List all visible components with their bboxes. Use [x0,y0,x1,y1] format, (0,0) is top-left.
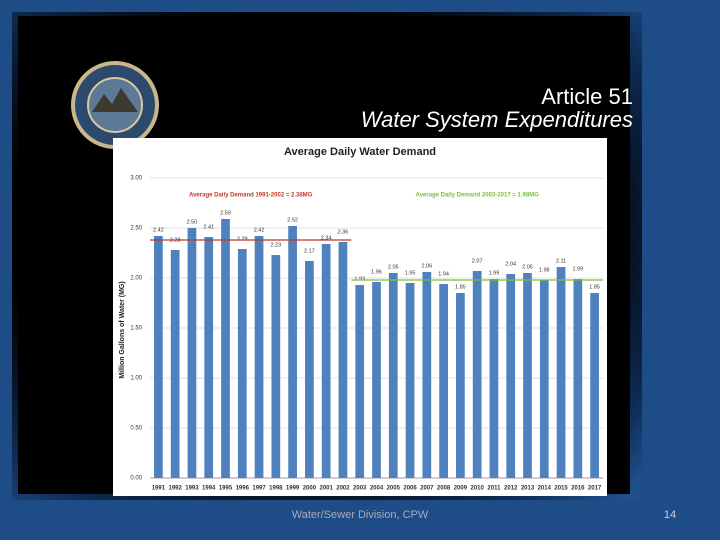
value-label: 2.41 [203,224,214,230]
value-label: 2.52 [287,217,298,223]
bar [405,283,415,478]
bar [204,237,214,478]
x-tick-label: 2000 [303,486,317,492]
bar [506,274,516,478]
x-tick-label: 2013 [521,486,535,492]
reference-label: Average Daily Demand 1991-2002 = 2.38MG [189,193,313,199]
bar [237,249,247,478]
logo [71,61,159,149]
x-tick-label: 1999 [286,486,300,492]
x-tick-label: 1997 [252,486,266,492]
x-tick-label: 2010 [470,486,484,492]
bar [590,293,599,478]
value-label: 2.59 [220,210,231,216]
bar [187,228,197,478]
bar [489,279,499,478]
bar [439,284,448,478]
y-tick-label: 1.00 [130,376,142,382]
x-tick-label: 1993 [185,486,199,492]
bar [288,226,297,478]
value-label: 1.95 [405,270,416,276]
bar [254,236,264,478]
y-tick-label: 3.00 [130,176,142,182]
slide-subtitle: Water System Expenditures [361,107,633,132]
value-label: 1.85 [589,284,600,290]
x-tick-label: 1994 [202,486,216,492]
bar [422,272,432,478]
bar [355,285,365,478]
value-label: 1.99 [572,266,583,272]
value-label: 2.06 [421,263,432,269]
y-tick-label: 1.50 [130,326,142,332]
page-number: 14 [664,509,676,521]
bar [221,219,230,478]
value-label: 1.98 [539,267,550,273]
x-tick-label: 2009 [454,486,468,492]
value-label: 1.96 [371,269,382,275]
value-label: 2.04 [505,261,516,267]
value-label: 2.05 [388,264,399,270]
value-label: 2.07 [472,258,483,264]
bar [170,250,180,478]
x-tick-label: 2007 [420,486,434,492]
value-label: 1.99 [489,270,500,276]
x-tick-label: 2002 [336,486,350,492]
value-label: 2.50 [187,219,198,225]
bar [321,244,331,478]
y-tick-label: 0.00 [130,476,142,482]
x-tick-label: 1992 [168,486,182,492]
y-axis-label: Million Gallons of Water (MG) [119,281,126,378]
bar [372,282,381,478]
x-tick-label: 2017 [588,486,602,492]
x-tick-label: 1996 [236,486,250,492]
x-tick-label: 2015 [554,486,568,492]
reference-label: Average Daily Demand 2003-2017 = 1.98MG [415,193,539,199]
chart-title: Average Daily Water Demand [284,146,436,158]
value-label: 2.36 [338,229,349,235]
bar [456,293,465,478]
x-tick-label: 2016 [571,486,585,492]
value-label: 2.17 [304,248,315,254]
x-tick-label: 2005 [387,486,401,492]
bar [388,273,398,478]
bar [539,280,549,478]
bar [305,261,314,478]
bar [556,267,566,478]
bar [472,271,482,478]
x-tick-label: 2014 [538,486,552,492]
x-tick-label: 1991 [152,486,166,492]
y-tick-label: 0.50 [130,426,142,432]
y-tick-label: 2.50 [130,226,142,232]
y-tick-label: 2.00 [130,276,142,282]
x-tick-label: 2004 [370,486,384,492]
x-tick-label: 2011 [487,486,501,492]
value-label: 2.05 [522,264,533,270]
bar [271,255,281,478]
slide-title: Article 51 [541,84,633,109]
bar [338,242,348,478]
x-tick-label: 2006 [403,486,417,492]
x-tick-label: 2003 [353,486,367,492]
value-label: 2.23 [270,242,281,248]
footer: Water/Sewer Division, CPW [292,509,429,521]
bar [523,273,532,478]
value-label: 2.42 [153,227,164,233]
bar [573,279,583,478]
value-label: 1.94 [438,271,449,277]
bar [154,236,163,478]
x-tick-label: 2001 [319,486,333,492]
value-label: 1.85 [455,284,466,290]
value-label: 2.42 [254,227,265,233]
x-tick-label: 1995 [219,486,233,492]
value-label: 2.34 [321,235,332,241]
value-label: 2.11 [556,258,566,264]
x-tick-label: 2008 [437,486,451,492]
x-tick-label: 2012 [504,486,518,492]
x-tick-label: 1998 [269,486,283,492]
